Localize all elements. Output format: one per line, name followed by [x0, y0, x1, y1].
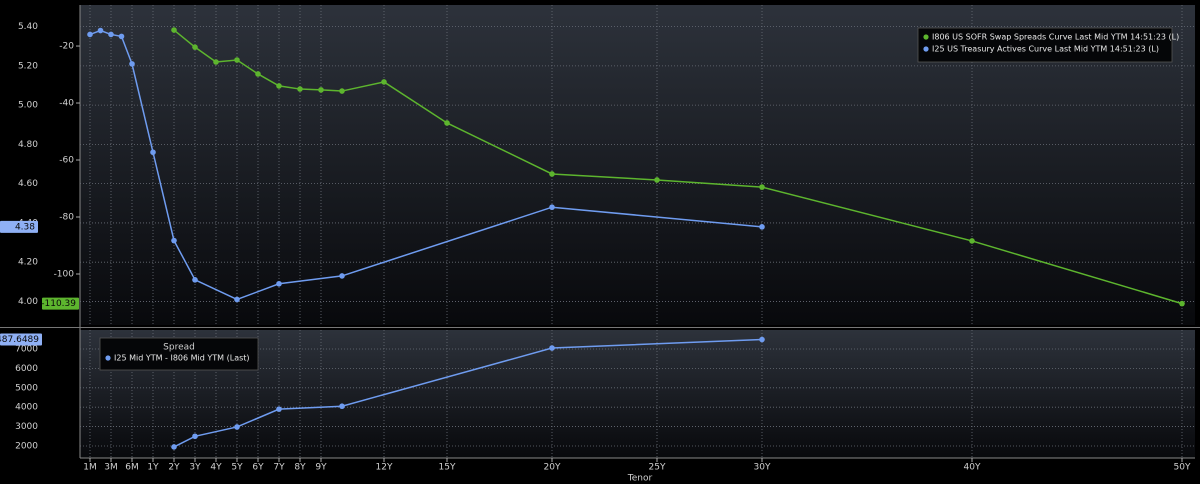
data-point: [318, 87, 324, 93]
data-point: [234, 57, 240, 63]
last-value-label: 7487.6489: [0, 335, 39, 345]
legend-marker: [923, 46, 929, 52]
y-tick-label: 5000: [15, 383, 38, 393]
data-point: [234, 296, 240, 303]
data-point: [549, 204, 555, 211]
data-point: [339, 88, 345, 94]
data-point: [150, 149, 156, 156]
data-point: [549, 171, 555, 177]
last-value-box: [0, 220, 38, 233]
data-point: [276, 406, 282, 412]
data-point: [1179, 300, 1185, 307]
data-point: [192, 277, 198, 283]
bottom-panel: [80, 330, 1195, 458]
legend-label: I25 Mid YTM - I806 Mid YTM (Last): [114, 354, 250, 363]
data-point: [339, 403, 345, 410]
x-tick-label: 1M: [83, 463, 97, 473]
y2-tick-label: -60: [59, 156, 74, 166]
y2-tick-label: -40: [59, 99, 74, 109]
y2-tick-label: -80: [59, 213, 74, 223]
data-point: [97, 27, 104, 34]
y-tick-label: 4000: [15, 403, 38, 413]
legend-box: [99, 337, 259, 371]
x-axis-label: Tenor: [627, 474, 653, 484]
y-tick-label: 6000: [15, 364, 38, 374]
data-point: [108, 31, 114, 38]
data-point: [234, 424, 240, 430]
last-value-label: -110.39: [41, 299, 76, 309]
data-point: [654, 177, 660, 183]
data-point: [213, 59, 219, 65]
y-tick-label: 5.00: [18, 101, 38, 111]
last-value-box: [0, 333, 42, 346]
data-point: [276, 83, 282, 89]
data-point: [759, 184, 765, 190]
data-point: [339, 273, 345, 279]
series-line: [173, 29, 1183, 305]
data-point: [87, 31, 93, 38]
data-point: [759, 336, 765, 343]
y-tick-label: 5.40: [18, 22, 38, 32]
x-tick-label: 30Y: [754, 463, 771, 473]
y2-tick-label: -100: [54, 269, 75, 279]
data-point: [171, 237, 177, 244]
x-tick-label: 12Y: [376, 463, 393, 473]
legend-title: Spread: [163, 343, 195, 353]
y-tick-label: 2000: [15, 441, 38, 451]
y-tick-label: 7000: [15, 345, 38, 355]
x-tick-label: 6Y: [252, 463, 264, 473]
x-tick-label: 3Y: [189, 463, 201, 473]
legend-marker: [923, 34, 929, 40]
x-tick-label: 40Y: [964, 463, 981, 473]
x-tick-label: 7Y: [273, 463, 285, 473]
data-point: [276, 280, 282, 287]
data-point: [759, 224, 765, 230]
data-point: [192, 433, 198, 440]
legend-label: I806 US SOFR Swap Spreads Curve Last Mid…: [932, 33, 1179, 42]
data-point: [171, 444, 177, 450]
data-point: [969, 238, 975, 244]
data-point: [381, 79, 387, 85]
legend-label: I25 US Treasury Actives Curve Last Mid Y…: [932, 45, 1159, 54]
legend-marker: [105, 355, 111, 361]
data-point: [549, 345, 555, 351]
y-tick-label: 4.00: [18, 297, 38, 307]
x-tick-label: 4Y: [210, 463, 222, 473]
data-point: [297, 86, 303, 92]
y-tick-label: 5.20: [18, 61, 38, 71]
y-tick-label: 3000: [15, 422, 38, 432]
x-tick-label: 1Y: [147, 463, 159, 473]
y-tick-label: 4.60: [18, 179, 38, 189]
x-tick-label: 2Y: [168, 463, 180, 473]
last-value-label: 4.38: [15, 222, 35, 232]
x-tick-label: 9Y: [315, 463, 327, 473]
x-tick-label: 20Y: [544, 463, 561, 473]
x-tick-label: 3M: [104, 463, 118, 473]
data-point: [192, 44, 198, 50]
legend-box: [917, 27, 1173, 63]
x-tick-label: 5Y: [231, 463, 243, 473]
x-tick-label: 15Y: [439, 463, 456, 473]
y-tick-label: 4.20: [18, 258, 38, 268]
x-tick-label: 50Y: [1174, 463, 1191, 473]
data-point: [118, 33, 125, 40]
data-point: [171, 27, 177, 33]
x-tick-label: 25Y: [649, 463, 666, 473]
x-tick-label: 6M: [125, 463, 139, 473]
data-point: [255, 71, 261, 77]
data-point: [129, 61, 135, 67]
y-tick-label: 4.80: [18, 140, 38, 150]
data-point: [444, 120, 450, 126]
last-value-box: [42, 297, 79, 310]
x-tick-label: 8Y: [294, 463, 306, 473]
y2-tick-label: -20: [59, 42, 74, 52]
